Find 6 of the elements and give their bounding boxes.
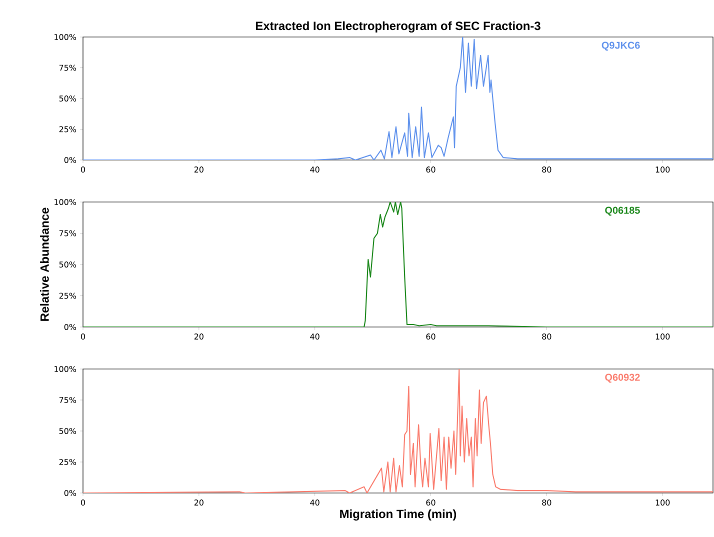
y-axis-title: Relative Abundance — [40, 208, 49, 321]
x-axis-title: Migration Time (min) — [340, 509, 456, 521]
chart-title: Extracted Ion Electropherogram of SEC Fraction-3 — [256, 21, 540, 32]
text: Q06185 — [605, 206, 640, 216]
text: Q9JKC6 — [602, 42, 640, 51]
text: Q60932 — [605, 374, 640, 383]
